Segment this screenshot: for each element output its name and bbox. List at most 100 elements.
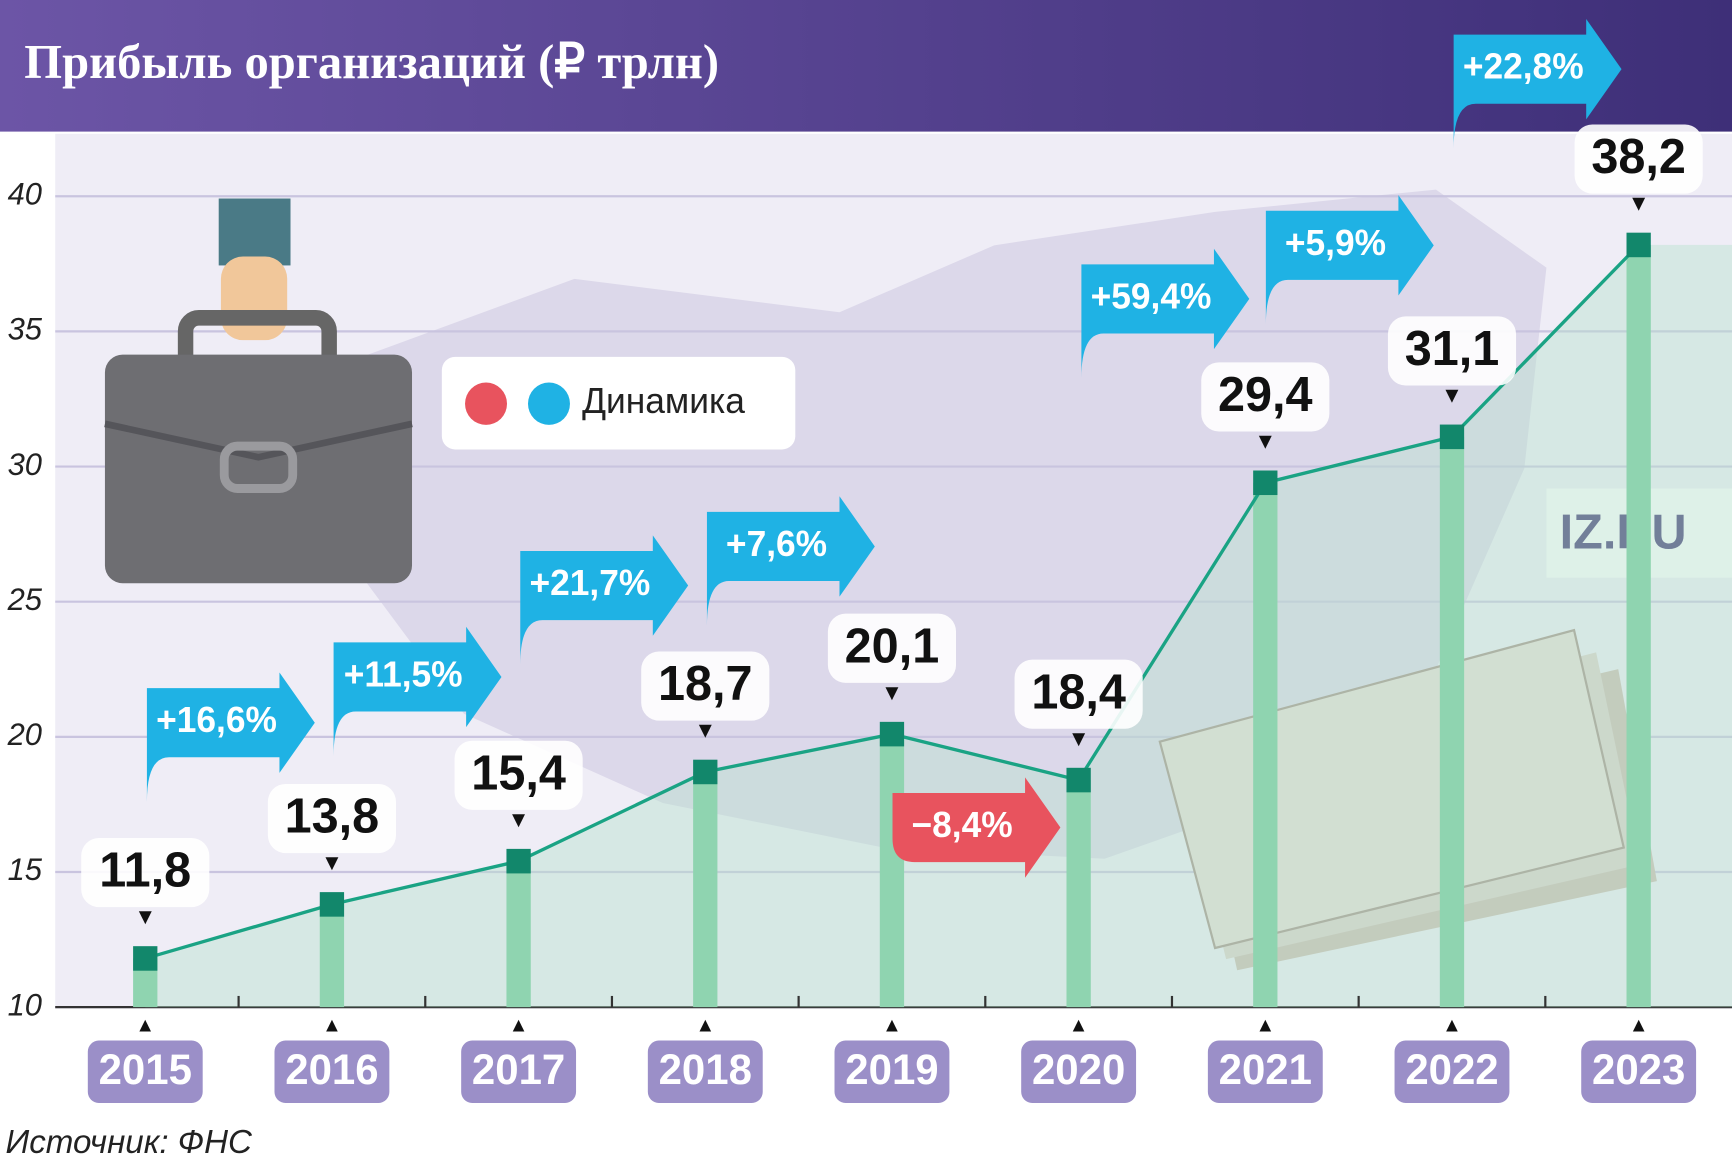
year-badge — [1021, 1040, 1137, 1104]
x-tick-pointer: ▲ — [322, 1014, 342, 1036]
marker — [1439, 424, 1465, 450]
change-arrow — [520, 535, 689, 665]
x-tick-label: 2018 — [659, 1046, 752, 1093]
x-tick-label: 2020 — [1032, 1046, 1125, 1093]
x-tick-label: 2023 — [1592, 1046, 1685, 1093]
change-arrow — [706, 496, 875, 626]
y-tick-label: 25 — [7, 582, 43, 617]
x-tick-label: 2019 — [845, 1046, 938, 1093]
pointer: ▼ — [1068, 726, 1090, 751]
x-tick-pointer: ▲ — [1255, 1014, 1275, 1036]
x-tick-pointer: ▲ — [882, 1014, 902, 1036]
change-label: +5,9% — [1285, 223, 1386, 263]
y-tick-label: 30 — [8, 447, 43, 482]
pointer: ▼ — [1254, 428, 1276, 453]
area — [145, 244, 1732, 1008]
change-arrow — [333, 626, 502, 757]
value-label: 15,4 — [471, 746, 566, 800]
change-arrow — [1265, 195, 1434, 325]
value-label-box — [1574, 124, 1703, 194]
pointer: ▼ — [321, 850, 343, 875]
value-bar — [879, 734, 905, 1008]
value-label: 18,7 — [658, 657, 753, 711]
value-label-box — [827, 613, 957, 683]
value-label: 29,4 — [1218, 368, 1313, 422]
marker — [133, 946, 158, 971]
value-bar — [319, 904, 345, 1008]
year-badge — [1394, 1040, 1510, 1104]
value-bar — [1626, 244, 1651, 1008]
x-tick-label: 2016 — [285, 1046, 378, 1093]
marker — [1066, 767, 1091, 793]
y-tick-label: 15 — [8, 852, 43, 887]
marker — [319, 892, 345, 917]
value-label: 20,1 — [845, 619, 940, 673]
legend-dot — [527, 382, 570, 425]
x-tick-pointer: ▲ — [695, 1014, 715, 1036]
change-arrow — [146, 672, 315, 802]
source: Источник: ФНС — [6, 1124, 253, 1161]
change-arrow — [1453, 18, 1622, 149]
year-badge — [1581, 1040, 1697, 1104]
change-label: +21,7% — [529, 563, 650, 603]
change-label: +22,8% — [1463, 46, 1584, 86]
logo-text: IZ.RU — [1560, 505, 1687, 559]
change-label: −8,4% — [912, 805, 1013, 845]
y-tick-label: 40 — [8, 176, 43, 211]
marker — [506, 848, 531, 874]
marker — [693, 759, 718, 785]
legend-label: Динамика — [582, 381, 745, 421]
change-label: +16,6% — [156, 700, 277, 740]
change-label: +59,4% — [1091, 276, 1212, 316]
value-label-box — [81, 837, 210, 908]
marker — [1626, 232, 1651, 258]
year-badge — [274, 1040, 390, 1104]
y-tick-label: 20 — [7, 717, 43, 752]
year-badge — [834, 1040, 950, 1104]
chart-title: Прибыль организаций (₽ трлн) — [24, 34, 719, 89]
year-badge — [87, 1040, 203, 1104]
x-tick-pointer: ▲ — [509, 1014, 529, 1036]
briefcase-icon — [104, 198, 413, 584]
value-label-box — [267, 783, 396, 854]
pointer: ▼ — [134, 904, 156, 929]
value-label-box — [1201, 362, 1330, 432]
x-tick-pointer: ▲ — [1442, 1014, 1462, 1036]
value-label: 13,8 — [285, 789, 380, 843]
marker — [879, 721, 905, 747]
pointer: ▼ — [1628, 191, 1650, 216]
year-badge — [1207, 1040, 1323, 1104]
value-label-box — [641, 651, 770, 721]
x-tick-label: 2022 — [1405, 1046, 1498, 1093]
value-label: 18,4 — [1031, 665, 1126, 719]
value-bar — [693, 771, 718, 1008]
value-label-box — [1387, 316, 1517, 386]
x-tick-label: 2021 — [1219, 1046, 1312, 1093]
pointer: ▼ — [694, 718, 716, 743]
value-bar — [1439, 436, 1465, 1008]
x-tick-label: 2015 — [99, 1046, 192, 1093]
change-arrow — [1081, 248, 1250, 379]
legend-box — [441, 356, 796, 450]
y-tick-label: 10 — [8, 987, 43, 1022]
x-tick-pointer: ▲ — [135, 1014, 155, 1036]
value-bar — [1253, 482, 1278, 1008]
pointer: ▼ — [1441, 382, 1463, 407]
banknotes-icon — [1158, 628, 1657, 971]
year-badge — [647, 1040, 763, 1104]
x-tick-label: 2017 — [472, 1046, 565, 1093]
change-label: +7,6% — [726, 524, 827, 564]
pointer: ▼ — [881, 680, 903, 705]
y-tick-label: 35 — [8, 312, 43, 347]
value-label-box — [1014, 659, 1143, 729]
marker — [1253, 470, 1278, 496]
legend-dot — [465, 382, 508, 425]
pointer: ▼ — [508, 807, 530, 832]
value-label: 11,8 — [99, 843, 191, 897]
value-label: 31,1 — [1405, 322, 1500, 376]
change-label: +11,5% — [344, 654, 463, 694]
legend: Динамика — [441, 356, 796, 450]
x-tick-pointer: ▲ — [1629, 1014, 1649, 1036]
change-arrow — [892, 759, 1061, 878]
